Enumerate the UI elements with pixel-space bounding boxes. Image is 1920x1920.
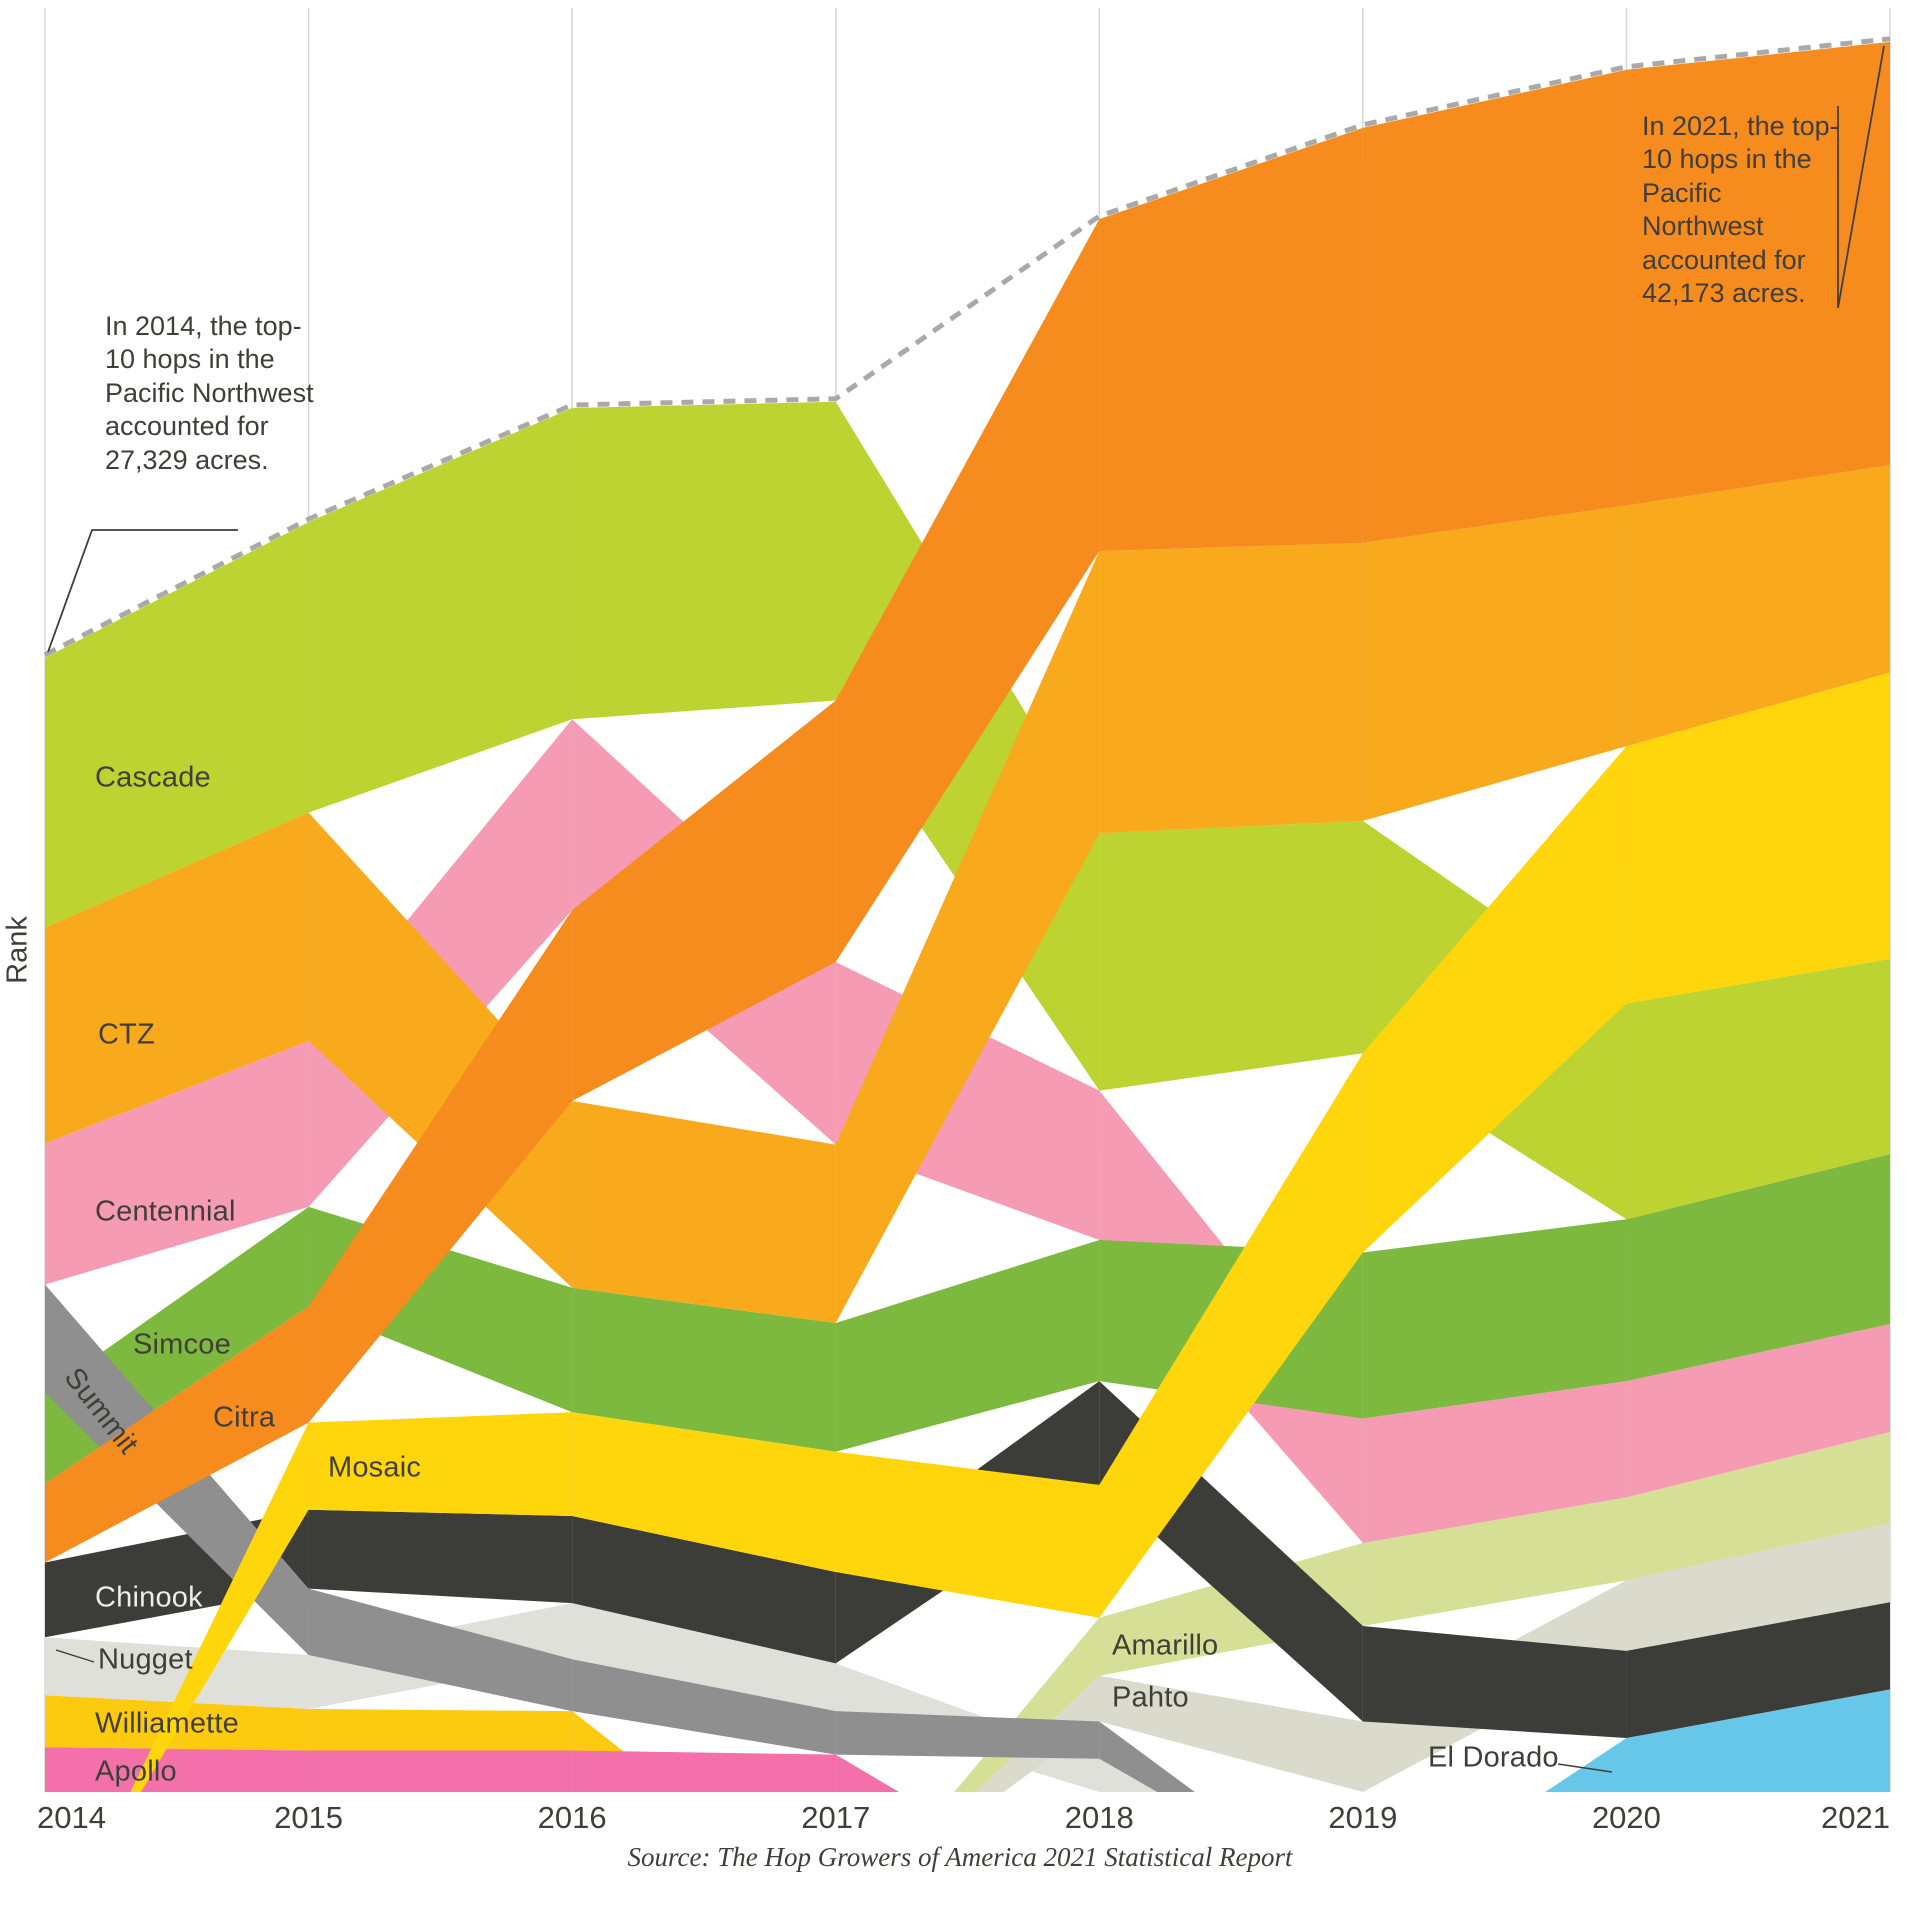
band-segment-apollo xyxy=(572,1750,836,1792)
band-segment-summit xyxy=(308,1588,573,1712)
label-leader-line xyxy=(55,1649,95,1663)
band-segment-centennial xyxy=(1626,1324,1890,1498)
band-segment-apollo xyxy=(308,1750,573,1792)
band-segment-ctz xyxy=(1626,465,1890,747)
band-segment-ctz xyxy=(1099,542,1363,834)
band-entry-el-dorado xyxy=(1545,1738,1627,1792)
band-exit-summit xyxy=(1099,1721,1195,1792)
band-exit-apollo xyxy=(835,1754,899,1792)
band-segment-amarillo xyxy=(1362,1497,1627,1626)
band-segment-williamette xyxy=(308,1709,573,1751)
band-segment-cascade xyxy=(1099,820,1363,1091)
band-segment-citra xyxy=(1099,127,1363,552)
band-segment-ctz xyxy=(572,1101,836,1324)
callout-line-2021 xyxy=(1837,45,1885,309)
band-segment-simcoe xyxy=(572,1287,836,1452)
band-segment-pahto xyxy=(1099,1675,1363,1792)
band-segment-centennial xyxy=(1362,1381,1627,1543)
label-leader-line xyxy=(1557,1763,1613,1773)
band-exit-nugget xyxy=(1099,1758,1158,1792)
band-citra xyxy=(45,41,1890,1563)
band-segment-cascade xyxy=(572,401,836,720)
band-segment-citra xyxy=(1626,41,1890,506)
band-segment-cascade xyxy=(45,522,309,928)
band-segment-centennial xyxy=(45,1040,309,1285)
band-segment-nugget xyxy=(45,1637,309,1709)
band-entry-mosaic xyxy=(130,1422,309,1792)
band-segment-cascade xyxy=(308,407,573,813)
band-segment-mosaic xyxy=(835,1451,1100,1618)
band-segment-mosaic xyxy=(1099,1053,1363,1618)
band-segment-chinook xyxy=(1626,1602,1890,1739)
band-segment-mosaic xyxy=(572,1412,836,1573)
band-el-dorado xyxy=(1545,1689,1890,1792)
band-segment-apollo xyxy=(45,1747,309,1792)
band-segment-mosaic xyxy=(1362,746,1627,1253)
band-segment-simcoe xyxy=(1362,1219,1627,1419)
band-segment-chinook xyxy=(308,1509,573,1604)
band-segment-pahto xyxy=(1626,1523,1890,1651)
band-segment-nugget xyxy=(572,1603,836,1712)
band-segment-citra xyxy=(835,219,1100,962)
band-segment-citra xyxy=(572,700,836,1102)
band-segment-ctz xyxy=(45,812,309,1144)
band-segment-citra xyxy=(1362,69,1627,543)
band-segment-cascade xyxy=(1626,958,1890,1220)
band-segment-mosaic xyxy=(308,1412,573,1517)
band-apollo xyxy=(45,1747,899,1792)
total-acres-dashed-line xyxy=(43,36,1891,658)
band-segment-citra xyxy=(45,1306,309,1563)
band-segment-citra xyxy=(308,910,573,1423)
band-segment-mosaic xyxy=(1626,672,1890,1004)
variety-bands xyxy=(45,41,1890,1792)
band-segment-chinook xyxy=(572,1516,836,1664)
band-segment-simcoe xyxy=(835,1240,1100,1452)
band-segment-ctz xyxy=(1362,505,1627,821)
band-segment-el-dorado xyxy=(1626,1689,1890,1792)
callout-line-2014 xyxy=(47,529,238,653)
band-segment-amarillo xyxy=(1626,1432,1890,1581)
band-segment-summit xyxy=(572,1659,836,1755)
band-segment-chinook xyxy=(1362,1626,1627,1739)
band-segment-summit xyxy=(835,1711,1100,1759)
band-segment-simcoe xyxy=(1626,1154,1890,1382)
band-segment-ctz xyxy=(835,551,1100,1324)
band-mosaic xyxy=(130,672,1890,1792)
